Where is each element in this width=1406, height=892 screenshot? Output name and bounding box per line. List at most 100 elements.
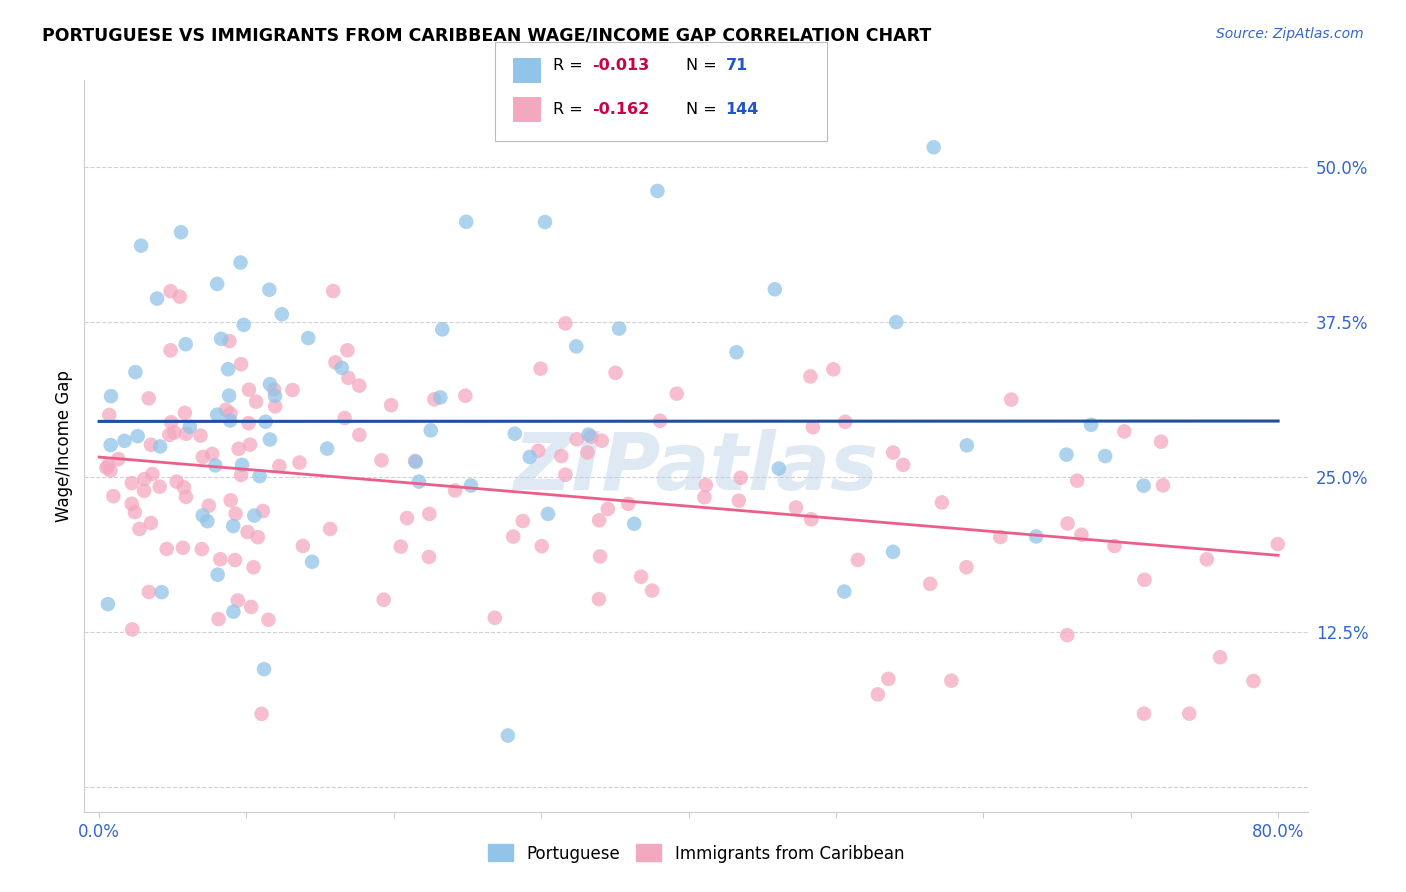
Point <box>219 413 242 427</box>
Text: 71: 71 <box>725 58 748 72</box>
Point <box>941 673 963 688</box>
Point <box>460 478 482 492</box>
Point <box>129 238 152 252</box>
Point <box>246 530 269 544</box>
Point <box>630 570 652 584</box>
Text: 144: 144 <box>725 103 759 117</box>
Point <box>264 400 287 414</box>
Point <box>496 729 519 743</box>
Point <box>891 458 914 472</box>
Point <box>134 472 156 486</box>
Point <box>648 414 671 428</box>
Point <box>763 282 786 296</box>
Point <box>882 545 904 559</box>
Point <box>269 458 291 473</box>
Point <box>370 453 392 467</box>
Point <box>1178 706 1201 721</box>
Point <box>333 411 356 425</box>
Point <box>1209 650 1232 665</box>
Point <box>219 407 242 421</box>
Point <box>866 688 889 702</box>
Point <box>589 549 612 564</box>
Point <box>1114 425 1136 439</box>
Y-axis label: Wage/Income Gap: Wage/Income Gap <box>55 370 73 522</box>
Point <box>100 438 122 452</box>
Point <box>1056 448 1078 462</box>
Point <box>191 450 214 464</box>
Point <box>605 366 627 380</box>
Point <box>519 450 541 464</box>
Point <box>576 445 599 459</box>
Point <box>693 490 716 504</box>
Text: N =: N = <box>686 58 723 72</box>
Point <box>337 371 360 385</box>
Point <box>253 662 276 676</box>
Point <box>823 362 845 376</box>
Point <box>124 365 146 379</box>
Point <box>695 478 717 492</box>
Point <box>730 471 752 485</box>
Point <box>107 452 129 467</box>
Point <box>138 392 160 406</box>
Point <box>174 426 197 441</box>
Point <box>565 432 588 446</box>
Point <box>534 215 557 229</box>
Point <box>846 553 869 567</box>
Point <box>1066 474 1088 488</box>
Point <box>799 369 821 384</box>
Point <box>252 504 274 518</box>
Point <box>955 560 977 574</box>
Point <box>231 458 253 472</box>
Point <box>419 423 441 437</box>
Point <box>166 475 188 489</box>
Point <box>537 507 560 521</box>
Point <box>179 419 201 434</box>
Point <box>259 377 281 392</box>
Point <box>591 434 613 448</box>
Point <box>224 553 246 567</box>
Point <box>270 307 292 321</box>
Point <box>218 334 240 348</box>
Point <box>288 456 311 470</box>
Point <box>454 389 477 403</box>
Point <box>225 507 247 521</box>
Point <box>512 514 534 528</box>
Point <box>617 497 640 511</box>
Point <box>100 464 122 478</box>
Point <box>172 541 194 555</box>
Text: R =: R = <box>553 103 588 117</box>
Point <box>215 402 238 417</box>
Text: N =: N = <box>686 103 723 117</box>
Point <box>550 449 572 463</box>
Point <box>160 415 183 429</box>
Point <box>444 483 467 498</box>
Point <box>429 391 451 405</box>
Point <box>1056 628 1078 642</box>
Point <box>1267 537 1289 551</box>
Point <box>418 507 440 521</box>
Point <box>232 318 254 332</box>
Point <box>239 438 262 452</box>
Point <box>139 438 162 452</box>
Point <box>250 706 273 721</box>
Point <box>988 530 1011 544</box>
Point <box>146 292 169 306</box>
Point <box>138 585 160 599</box>
Point <box>150 585 173 599</box>
Point <box>1150 434 1173 449</box>
Point <box>209 552 232 566</box>
Point <box>325 355 347 369</box>
Point <box>579 430 602 444</box>
Point <box>922 140 945 154</box>
Point <box>124 505 146 519</box>
Text: Source: ZipAtlas.com: Source: ZipAtlas.com <box>1216 27 1364 41</box>
Point <box>588 592 610 607</box>
Point <box>578 427 600 442</box>
Point <box>1195 552 1218 566</box>
Point <box>257 613 280 627</box>
Point <box>785 500 807 515</box>
Point <box>139 516 162 530</box>
Point <box>801 420 824 434</box>
Point <box>217 362 239 376</box>
Point <box>254 415 277 429</box>
